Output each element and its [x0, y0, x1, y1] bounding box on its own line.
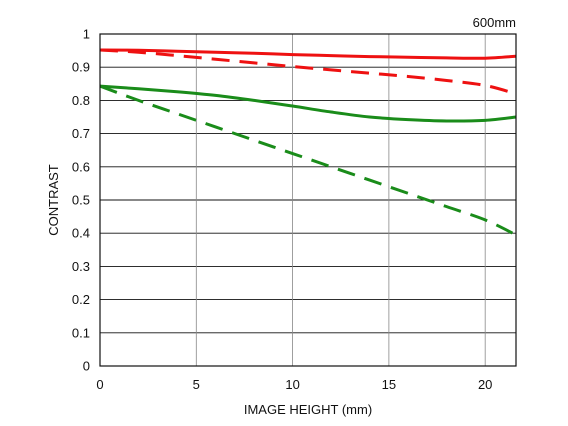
y-tick-label: 0	[83, 359, 90, 374]
x-tick-label: 15	[382, 377, 396, 392]
y-tick-label: 0.6	[72, 159, 90, 174]
x-tick-label: 20	[478, 377, 492, 392]
y-tick-label: 0.4	[72, 226, 90, 241]
y-axis-label: CONTRAST	[46, 164, 61, 236]
grid-lines	[100, 34, 516, 366]
y-tick-label: 0.2	[72, 292, 90, 307]
x-tick-label: 10	[285, 377, 299, 392]
y-tick-label: 1	[83, 27, 90, 42]
x-tick-label: 0	[96, 377, 103, 392]
focal-length-annotation: 600mm	[473, 15, 516, 30]
series-line-2-dashed	[99, 48, 517, 96]
y-tick-label: 0.5	[72, 193, 90, 208]
series-line-1-solid	[99, 48, 517, 60]
y-tick-label: 0.1	[72, 325, 90, 340]
plot-frame	[99, 33, 517, 367]
y-tick-label: 0.8	[72, 93, 90, 108]
y-tick-label: 0.9	[72, 60, 90, 75]
series-lines	[99, 48, 517, 237]
x-tick-label: 5	[193, 377, 200, 392]
y-tick-label: 0.7	[72, 126, 90, 141]
y-tick-label: 0.3	[72, 259, 90, 274]
series-line-4-dashed	[99, 84, 517, 237]
tick-labels: 00.10.20.30.40.50.60.70.80.910 5 10 15 20	[72, 27, 492, 393]
series-line-3-solid	[99, 84, 517, 123]
x-axis-label: IMAGE HEIGHT (mm)	[244, 402, 372, 417]
